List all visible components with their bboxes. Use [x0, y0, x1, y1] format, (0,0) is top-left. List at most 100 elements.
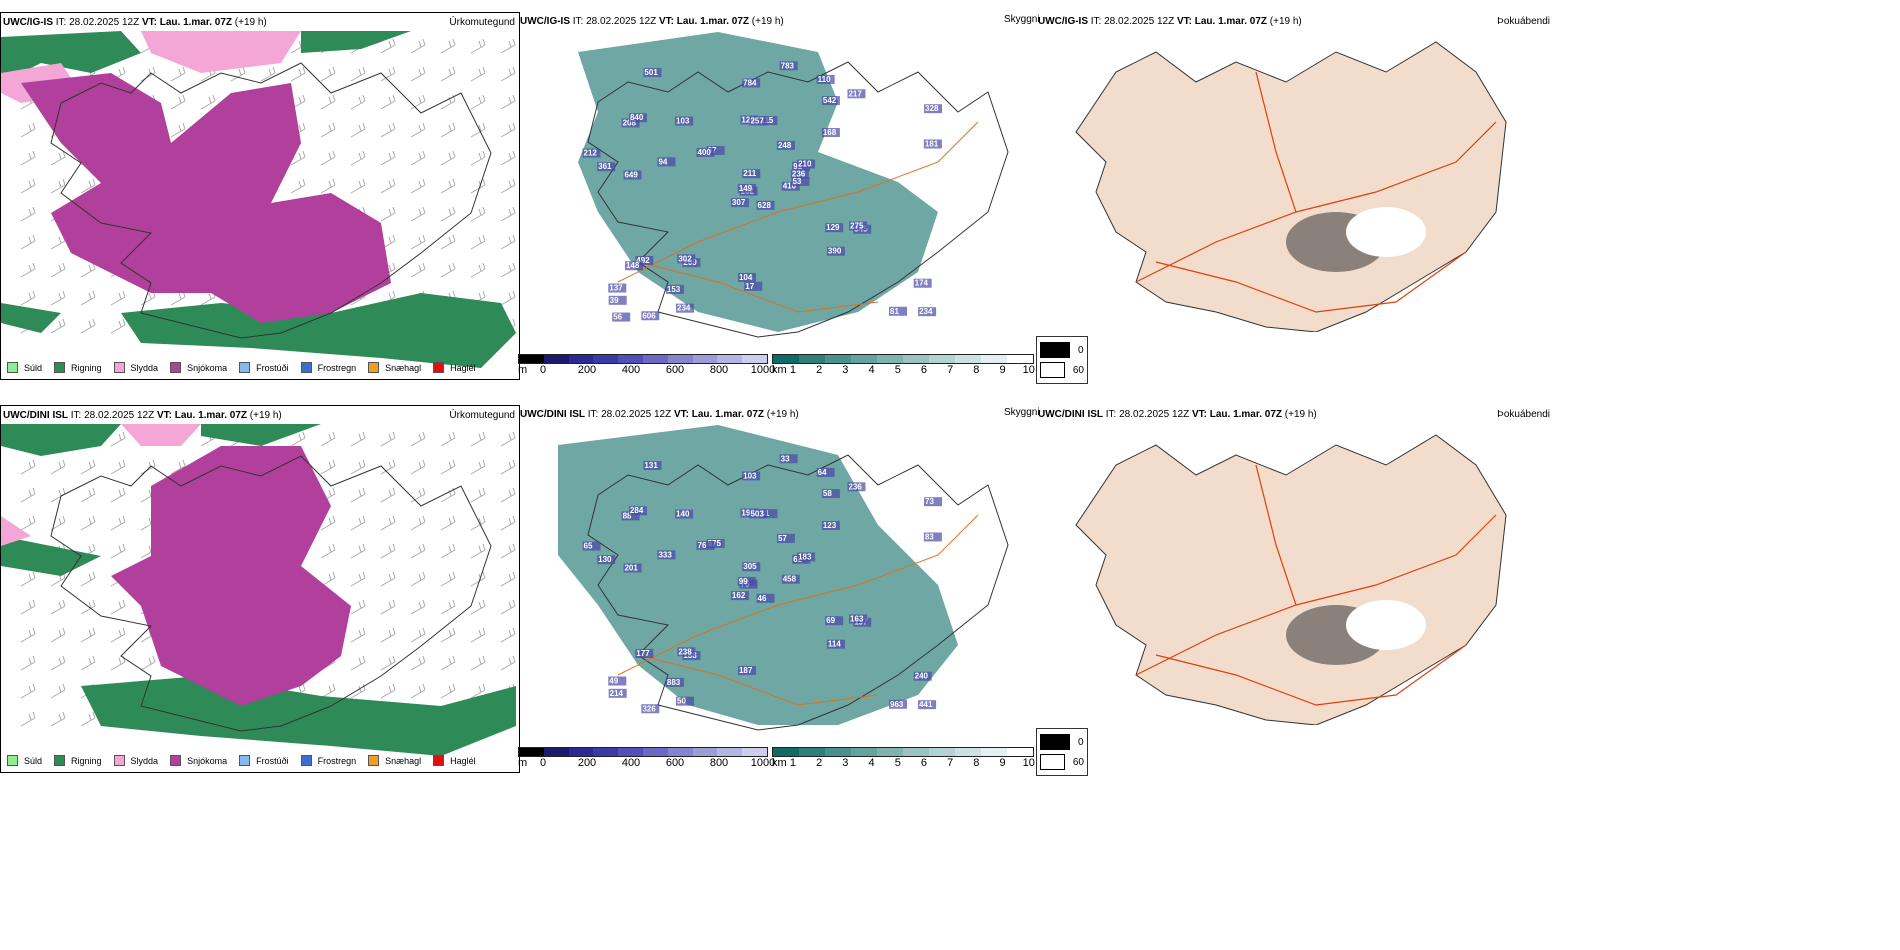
wind-barb [80, 318, 96, 334]
wind-barb [380, 515, 396, 531]
wind-barb [320, 543, 336, 559]
cloud-base-cell [756, 593, 775, 603]
cloud-base-cell [825, 616, 844, 626]
cloud-base-cell [825, 223, 844, 233]
cloud-base-label: 212 [584, 149, 598, 158]
cloud-base-cell [756, 200, 775, 210]
cloud-base-cell [597, 555, 616, 565]
wind-barb [440, 94, 456, 110]
cloud-base-label: 198 [741, 508, 755, 517]
fog-label: 60 [1072, 364, 1084, 376]
legend-item: Frostúði [239, 755, 289, 766]
panel-header: UWC/IG-IS IT: 28.02.2025 12Z VT: Lau. 1.… [1038, 16, 1302, 27]
wind-barb [80, 627, 96, 643]
cloud-base-label: 76 [698, 541, 707, 550]
legend-item: Súld [7, 362, 42, 373]
fog-swatch [1040, 362, 1065, 378]
wind-barb [260, 66, 276, 82]
cloud-base-label: 137 [609, 284, 623, 293]
cloud-base-label: 104 [739, 273, 753, 282]
wind-barb [350, 543, 366, 559]
legend-swatch [300, 755, 312, 766]
scale-swatch [543, 355, 569, 363]
cloud-base-label: 236 [848, 482, 862, 491]
cloud-base-label: 400 [698, 148, 712, 157]
legend-item: Frostúði [239, 362, 289, 373]
legend-label: Súld [24, 755, 43, 766]
wind-barb [470, 66, 486, 82]
wind-barb [50, 150, 66, 166]
scale-swatch [877, 748, 903, 756]
scale-swatch [799, 748, 825, 756]
scale-swatch [903, 748, 929, 756]
wind-barb [20, 150, 36, 166]
cloud-base-label: 123 [823, 521, 837, 530]
wind-barb [440, 571, 456, 587]
wind-barb [110, 290, 126, 306]
scale-swatch [618, 355, 643, 363]
wind-barb [500, 94, 516, 110]
cloud-base-label: 458 [783, 575, 797, 584]
cloud-base-label: 542 [823, 96, 837, 105]
cloud-base-cell [759, 116, 778, 126]
cloud-base-label: 33 [781, 454, 790, 463]
legend-item: Snæhagl [368, 362, 421, 373]
fog-panel-bottom: UWC/DINI ISL IT: 28.02.2025 12Z VT: Lau.… [1036, 405, 1554, 725]
cloud-base-cell [623, 563, 642, 573]
cloud-base-label: 361 [598, 162, 612, 171]
wind-barb [500, 206, 516, 222]
wind-barb [440, 262, 456, 278]
wind-barb [50, 655, 66, 671]
scale-tick: 200 [577, 757, 597, 769]
wind-barb [470, 206, 486, 222]
cloud-base-cell [737, 576, 756, 586]
wind-barb [500, 487, 516, 503]
scale-tick: 3 [842, 364, 849, 376]
fog-map [1075, 41, 1507, 332]
visibility-title: Skyggni [1004, 14, 1040, 25]
cloud-base-cell [918, 307, 937, 317]
cloud-base-cell [621, 118, 640, 128]
wind-barb [350, 683, 366, 699]
cloud-base-cell [582, 148, 601, 158]
visibility-map: 4688764962188646158458131441201731621233… [558, 425, 1009, 731]
wind-barb [500, 262, 516, 278]
scale-swatch [642, 748, 668, 756]
cloud-base-label: 211 [743, 169, 756, 178]
wind-barb [80, 711, 96, 727]
wind-barb [80, 655, 96, 671]
cloud-base-label: 94 [658, 157, 667, 166]
fog-legend: 0 60 [1036, 336, 1088, 384]
cloud-base-cell [781, 574, 800, 584]
cloud-base-label: 503 [750, 509, 764, 518]
cloud-base-cell [923, 532, 942, 542]
legend-swatch [7, 362, 18, 373]
cloud-base-cell [924, 497, 943, 507]
cloud-base-cell [730, 198, 749, 208]
cloud-base-cell [821, 489, 840, 499]
scale-tick: 9 [999, 757, 1006, 769]
scale-tick: 2 [816, 364, 823, 376]
wind-barb [290, 431, 306, 447]
wind-barb [50, 290, 66, 306]
wind-barb [500, 178, 516, 194]
wind-barb [410, 515, 426, 531]
cloud-base-cell [737, 665, 756, 675]
visibility-panel-bottom: UWC/DINI ISL IT: 28.02.2025 12Z VT: Lau.… [518, 405, 1038, 771]
wind-barb [50, 711, 66, 727]
cloud-base-cell [821, 521, 840, 531]
cloud-base-cell [744, 281, 763, 291]
cloud-base-label: 275 [850, 221, 864, 230]
cloud-base-label: 210 [798, 159, 812, 168]
cloud-base-label: 114 [828, 640, 841, 649]
panel-header: UWC/DINI ISL IT: 28.02.2025 12Z VT: Lau.… [3, 410, 282, 421]
cloud-base-label: 238 [678, 647, 692, 656]
cloud-base-label: 181 [925, 139, 939, 148]
scale-swatch [1007, 748, 1033, 756]
wind-barb [500, 150, 516, 166]
cloud-base-cell [597, 162, 616, 172]
wind-barb [50, 459, 66, 475]
wind-barb [470, 262, 486, 278]
cloud-base-label: 390 [828, 247, 842, 256]
legend-swatch [368, 362, 380, 373]
